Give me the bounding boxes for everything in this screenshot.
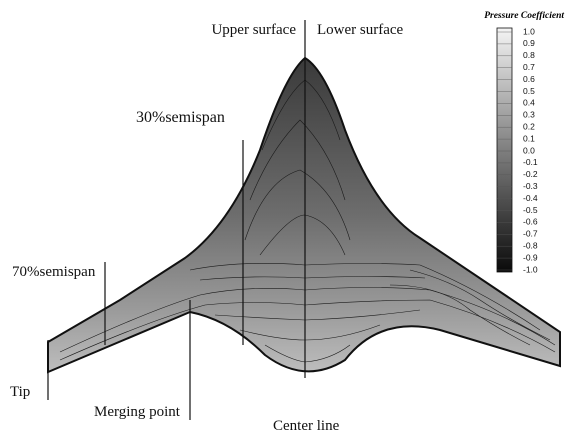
- colorbar-title: Pressure Coefficient: [484, 11, 564, 21]
- merging-point-label: Merging point: [94, 404, 181, 420]
- colorbar-tick-label: -0.2: [523, 169, 538, 179]
- wing-surface: [47, 56, 561, 374]
- colorbar-tick-label: -1.0: [523, 264, 538, 274]
- lower-surface-label: Lower surface: [317, 22, 404, 38]
- colorbar-tick-label: 0.3: [523, 110, 535, 120]
- colorbar-tick-label: 0.9: [523, 38, 535, 48]
- colorbar-tick-label: -0.1: [523, 157, 538, 167]
- colorbar-tick-label: -0.3: [523, 181, 538, 191]
- colorbar-tick-label: 0.7: [523, 62, 535, 72]
- center-line-label: Center line: [273, 418, 340, 434]
- colorbar-tick-label: 0.4: [523, 98, 535, 108]
- colorbar-tick-label: -0.8: [523, 240, 538, 250]
- tip-label: Tip: [10, 384, 30, 400]
- colorbar-tick-label: -0.9: [523, 252, 538, 262]
- colorbar-tick-label: 0.5: [523, 86, 535, 96]
- colorbar-tick-label: 0.2: [523, 121, 535, 131]
- colorbar-tick-label: 0.6: [523, 74, 535, 84]
- colorbar: [496, 27, 513, 273]
- colorbar-tick-label: -0.4: [523, 193, 538, 203]
- guide-lines: [47, 20, 306, 420]
- colorbar-tick-label: -0.5: [523, 205, 538, 215]
- colorbar-tick-label: -0.6: [523, 217, 538, 227]
- colorbar-tick-label: 0.1: [523, 133, 535, 143]
- colorbar-tick-label: 0.0: [523, 145, 535, 155]
- colorbar-tick-label: 1.0: [523, 26, 535, 36]
- upper-surface-label: Upper surface: [211, 22, 296, 38]
- colorbar-tick-label: 0.8: [523, 50, 535, 60]
- semispan-30-label: 30%semispan: [136, 109, 225, 126]
- semispan-70-label: 70%semispan: [12, 264, 96, 280]
- colorbar-tick-label: -0.7: [523, 229, 538, 239]
